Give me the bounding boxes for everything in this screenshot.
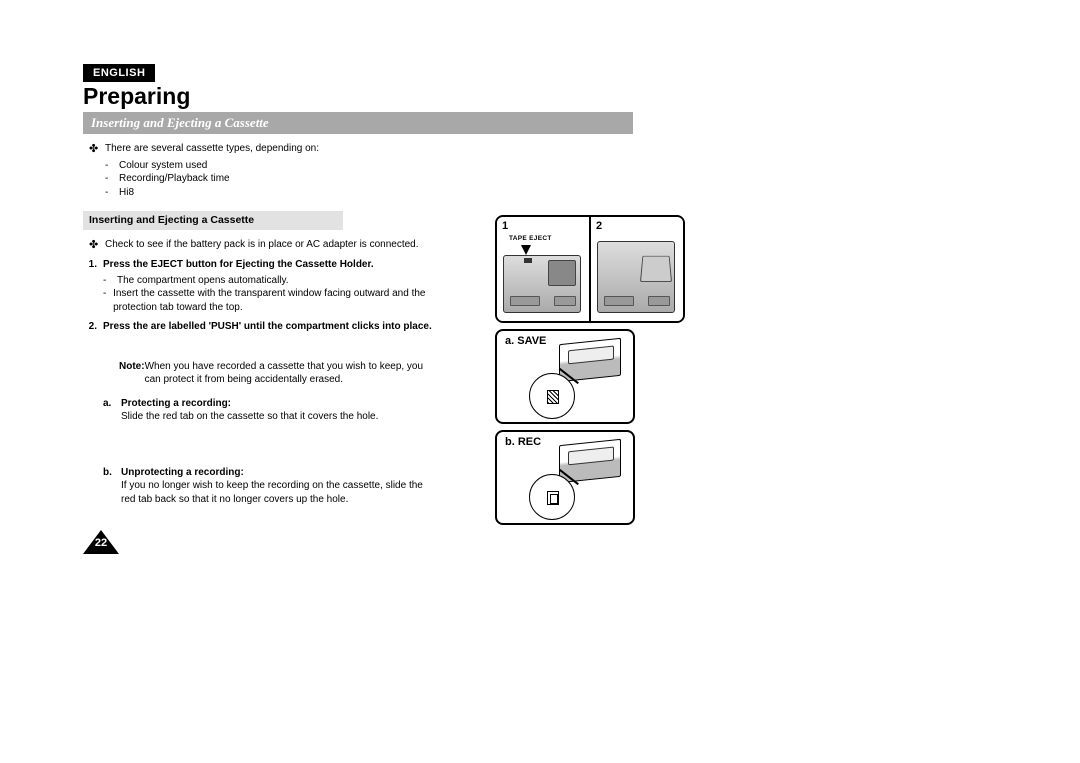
cassette-door-illustration (548, 260, 576, 286)
arrow-down-icon (521, 245, 531, 255)
section-title-bar: Inserting and Ejecting a Cassette (83, 112, 633, 134)
figure-save: a. SAVE (495, 329, 635, 424)
unprotect-body: If you no longer wish to keep the record… (103, 479, 433, 506)
tape-eject-label: TAPE EJECT (509, 235, 552, 242)
chapter-title: Preparing (83, 83, 633, 110)
maltese-bullet-icon: ✤ (89, 238, 105, 253)
check-text: Check to see if the battery pack is in p… (105, 238, 419, 253)
note-text: When you have recorded a cassette that y… (145, 360, 433, 387)
zoom-circle (529, 474, 575, 520)
tab-closed-icon (547, 390, 559, 404)
camera-illustration (503, 255, 581, 313)
unprotect-title: Unprotecting a recording: (121, 466, 244, 480)
step1-sub: Insert the cassette with the transparent… (113, 287, 433, 314)
sub-letter: b. (103, 466, 121, 480)
language-label: ENGLISH (83, 64, 155, 82)
figure-2: 2 PUSH (589, 217, 683, 321)
step1-details: -The compartment opens automatically. -I… (83, 274, 433, 315)
figure-column: 1 TAPE EJECT 2 PUSH a. SAVE (495, 215, 685, 525)
step1-title: Press the EJECT button for Ejecting the … (103, 259, 374, 270)
tab-open-icon (547, 491, 559, 505)
figure-1: 1 TAPE EJECT (497, 217, 589, 321)
figure-number: 1 (502, 220, 508, 232)
intro-item: Recording/Playback time (119, 172, 230, 186)
intro-item: Hi8 (119, 186, 134, 200)
rec-label: b. REC (505, 436, 541, 448)
subheading: Inserting and Ejecting a Cassette (83, 211, 343, 229)
camera-illustration (597, 241, 675, 313)
note-label: Note: (119, 360, 145, 387)
intro-lead: There are several cassette types, depend… (105, 142, 319, 157)
protect-body: Slide the red tab on the cassette so tha… (103, 410, 433, 424)
step-number: 2. (83, 320, 103, 334)
zoom-circle (529, 373, 575, 419)
sub-letter: a. (103, 397, 121, 411)
protect-title: Protecting a recording: (121, 397, 231, 411)
step2-title: Press the are labelled 'PUSH' until the … (103, 321, 432, 332)
figure-number: 2 (596, 220, 602, 232)
page-number: 22 (83, 537, 119, 549)
cassette-door-open-illustration (640, 256, 672, 282)
step-number: 1. (83, 258, 103, 272)
intro-list: -Colour system used -Recording/Playback … (83, 159, 433, 200)
save-label: a. SAVE (505, 335, 546, 347)
intro-item: Colour system used (119, 159, 207, 173)
figure-rec: b. REC (495, 430, 635, 525)
maltese-bullet-icon: ✤ (89, 142, 105, 157)
body-text: ✤ There are several cassette types, depe… (83, 142, 433, 506)
eject-button-illustration (524, 258, 532, 263)
step1-sub: The compartment opens automatically. (117, 274, 289, 288)
figure-row-12: 1 TAPE EJECT 2 PUSH (495, 215, 685, 323)
